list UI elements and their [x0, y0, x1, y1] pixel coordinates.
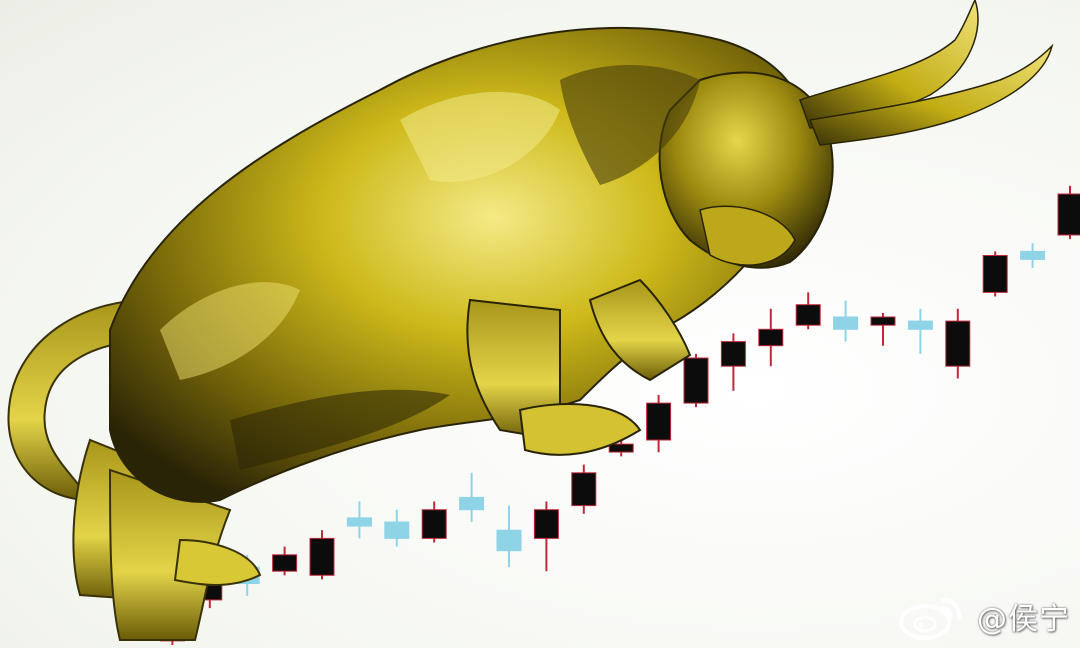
- candle-body: [720, 341, 746, 367]
- candle: [870, 312, 896, 346]
- candle-body: [982, 255, 1008, 293]
- candle-body: [683, 357, 709, 404]
- candle: [384, 509, 410, 547]
- watermark-handle: @侯宁: [977, 602, 1070, 637]
- candle-body: [758, 328, 784, 347]
- candle-body: [272, 554, 298, 572]
- candle-body: [496, 529, 522, 552]
- candle-body: [533, 509, 559, 539]
- candle: [907, 308, 933, 354]
- bull-shoulder-highlight: [400, 91, 560, 182]
- candle-body: [907, 320, 933, 330]
- bull-front-leg-right: [588, 278, 692, 382]
- candle-body: [571, 472, 597, 507]
- candle: [346, 501, 372, 539]
- candle: [758, 308, 784, 367]
- weibo-watermark: @侯宁: [897, 588, 1070, 644]
- candle: [309, 530, 335, 580]
- candle-body: [870, 316, 896, 326]
- bull-flank-highlight: [160, 282, 300, 380]
- candle: [421, 501, 447, 543]
- candle: [683, 353, 709, 408]
- candle-body: [346, 517, 372, 527]
- candle-body: [646, 402, 672, 441]
- candle-body: [608, 443, 634, 453]
- candle: [1057, 185, 1080, 240]
- candle: [945, 308, 971, 379]
- candle: [533, 501, 559, 572]
- candle: [833, 300, 859, 342]
- candle-body: [795, 304, 821, 326]
- candle-body: [1020, 250, 1046, 260]
- bull-neck-mane: [560, 65, 700, 185]
- candle-body: [421, 509, 447, 539]
- bull-front-hoof-left: [518, 403, 642, 456]
- bull-rear-hoof: [173, 538, 262, 586]
- candle: [571, 464, 597, 514]
- candle: [272, 546, 298, 576]
- candle-body: [309, 537, 335, 576]
- candle-body: [459, 496, 485, 511]
- golden-bull-sculpture: [7, 0, 1054, 641]
- candle-body: [833, 316, 859, 330]
- candle-body: [945, 320, 971, 367]
- weibo-logo-icon: [899, 598, 962, 640]
- candle: [459, 472, 485, 522]
- candle-body: [1057, 193, 1080, 236]
- candle: [720, 333, 746, 391]
- candle: [496, 505, 522, 568]
- bull-muzzle: [699, 205, 796, 266]
- bull-belly-shadow: [230, 389, 450, 470]
- candle: [982, 251, 1008, 297]
- bull-horn-lower: [808, 43, 1054, 146]
- candle: [795, 292, 821, 330]
- candle-body: [384, 521, 410, 539]
- candle: [1020, 243, 1046, 268]
- candle: [646, 394, 672, 453]
